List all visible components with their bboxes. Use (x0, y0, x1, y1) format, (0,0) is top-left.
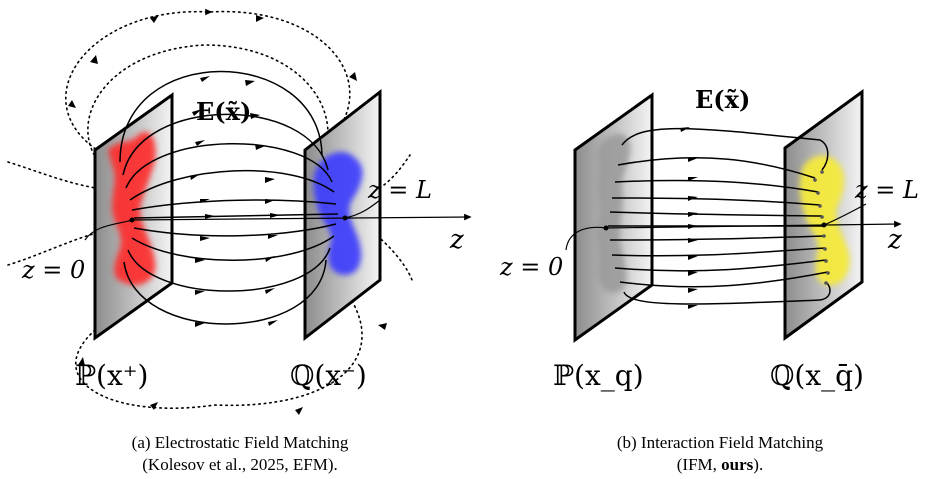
inner-arrowheads (190, 76, 280, 327)
caption-a: (a) Electrostatic Field Matching (Koleso… (70, 432, 410, 476)
left-dist-label-a: ℙ(x⁺) (75, 359, 148, 392)
z0-label-a: z = 0 (21, 256, 85, 284)
yellow-distribution (799, 155, 850, 286)
zL-label-b: z = L (854, 176, 919, 204)
field-label-b: E(x̃) (695, 85, 750, 114)
caption-b-line1: (b) Interaction Field Matching (616, 433, 824, 452)
z0-label-b: z = 0 (499, 253, 563, 281)
field-label-a: E(x̃) (196, 97, 251, 126)
caption-a-line1: (a) Electrostatic Field Matching (131, 433, 349, 452)
caption-b-suffix: ). (753, 455, 764, 474)
caption-b-bold: ours (721, 455, 754, 474)
z-axis-label-b: z (887, 225, 902, 255)
right-dist-label-a: ℚ(x⁻) (290, 359, 367, 392)
right-dist-label-b: ℚ(x_q̄) (770, 359, 864, 392)
outer-arrowheads (68, 15, 387, 415)
panel-b: E(x̃) z = 0 z = L z ℙ(x_q) ℚ(x_q̄) (499, 85, 919, 392)
red-distribution (108, 131, 156, 286)
endpoint-dots-b (813, 170, 830, 285)
caption-b-prefix: (IFM, (676, 455, 722, 474)
z-axis-a (129, 213, 472, 221)
z0-pointer-a (84, 219, 133, 241)
interaction-arrowheads (680, 127, 698, 309)
z0-pointer-b (565, 226, 607, 251)
z-axis-b (604, 220, 902, 229)
z-axis-label-a: z (449, 225, 464, 255)
caption-b-line2: (IFM, ours). (555, 454, 885, 476)
zL-pointer-b (823, 203, 867, 226)
panel-a: E(x̃) z = 0 z = L z ℙ(x⁺) ℚ(x⁻) (7, 8, 472, 415)
left-dist-label-b: ℙ(x_q) (553, 359, 644, 392)
grey-distribution (596, 133, 631, 294)
zL-label-a: z = L (367, 176, 432, 204)
caption-a-line2: (Kolesov et al., 2025, EFM). (142, 455, 338, 474)
zL-pointer-a (344, 199, 381, 219)
caption-b: (b) Interaction Field Matching (IFM, our… (555, 432, 885, 476)
inner-field-lines (119, 70, 339, 325)
